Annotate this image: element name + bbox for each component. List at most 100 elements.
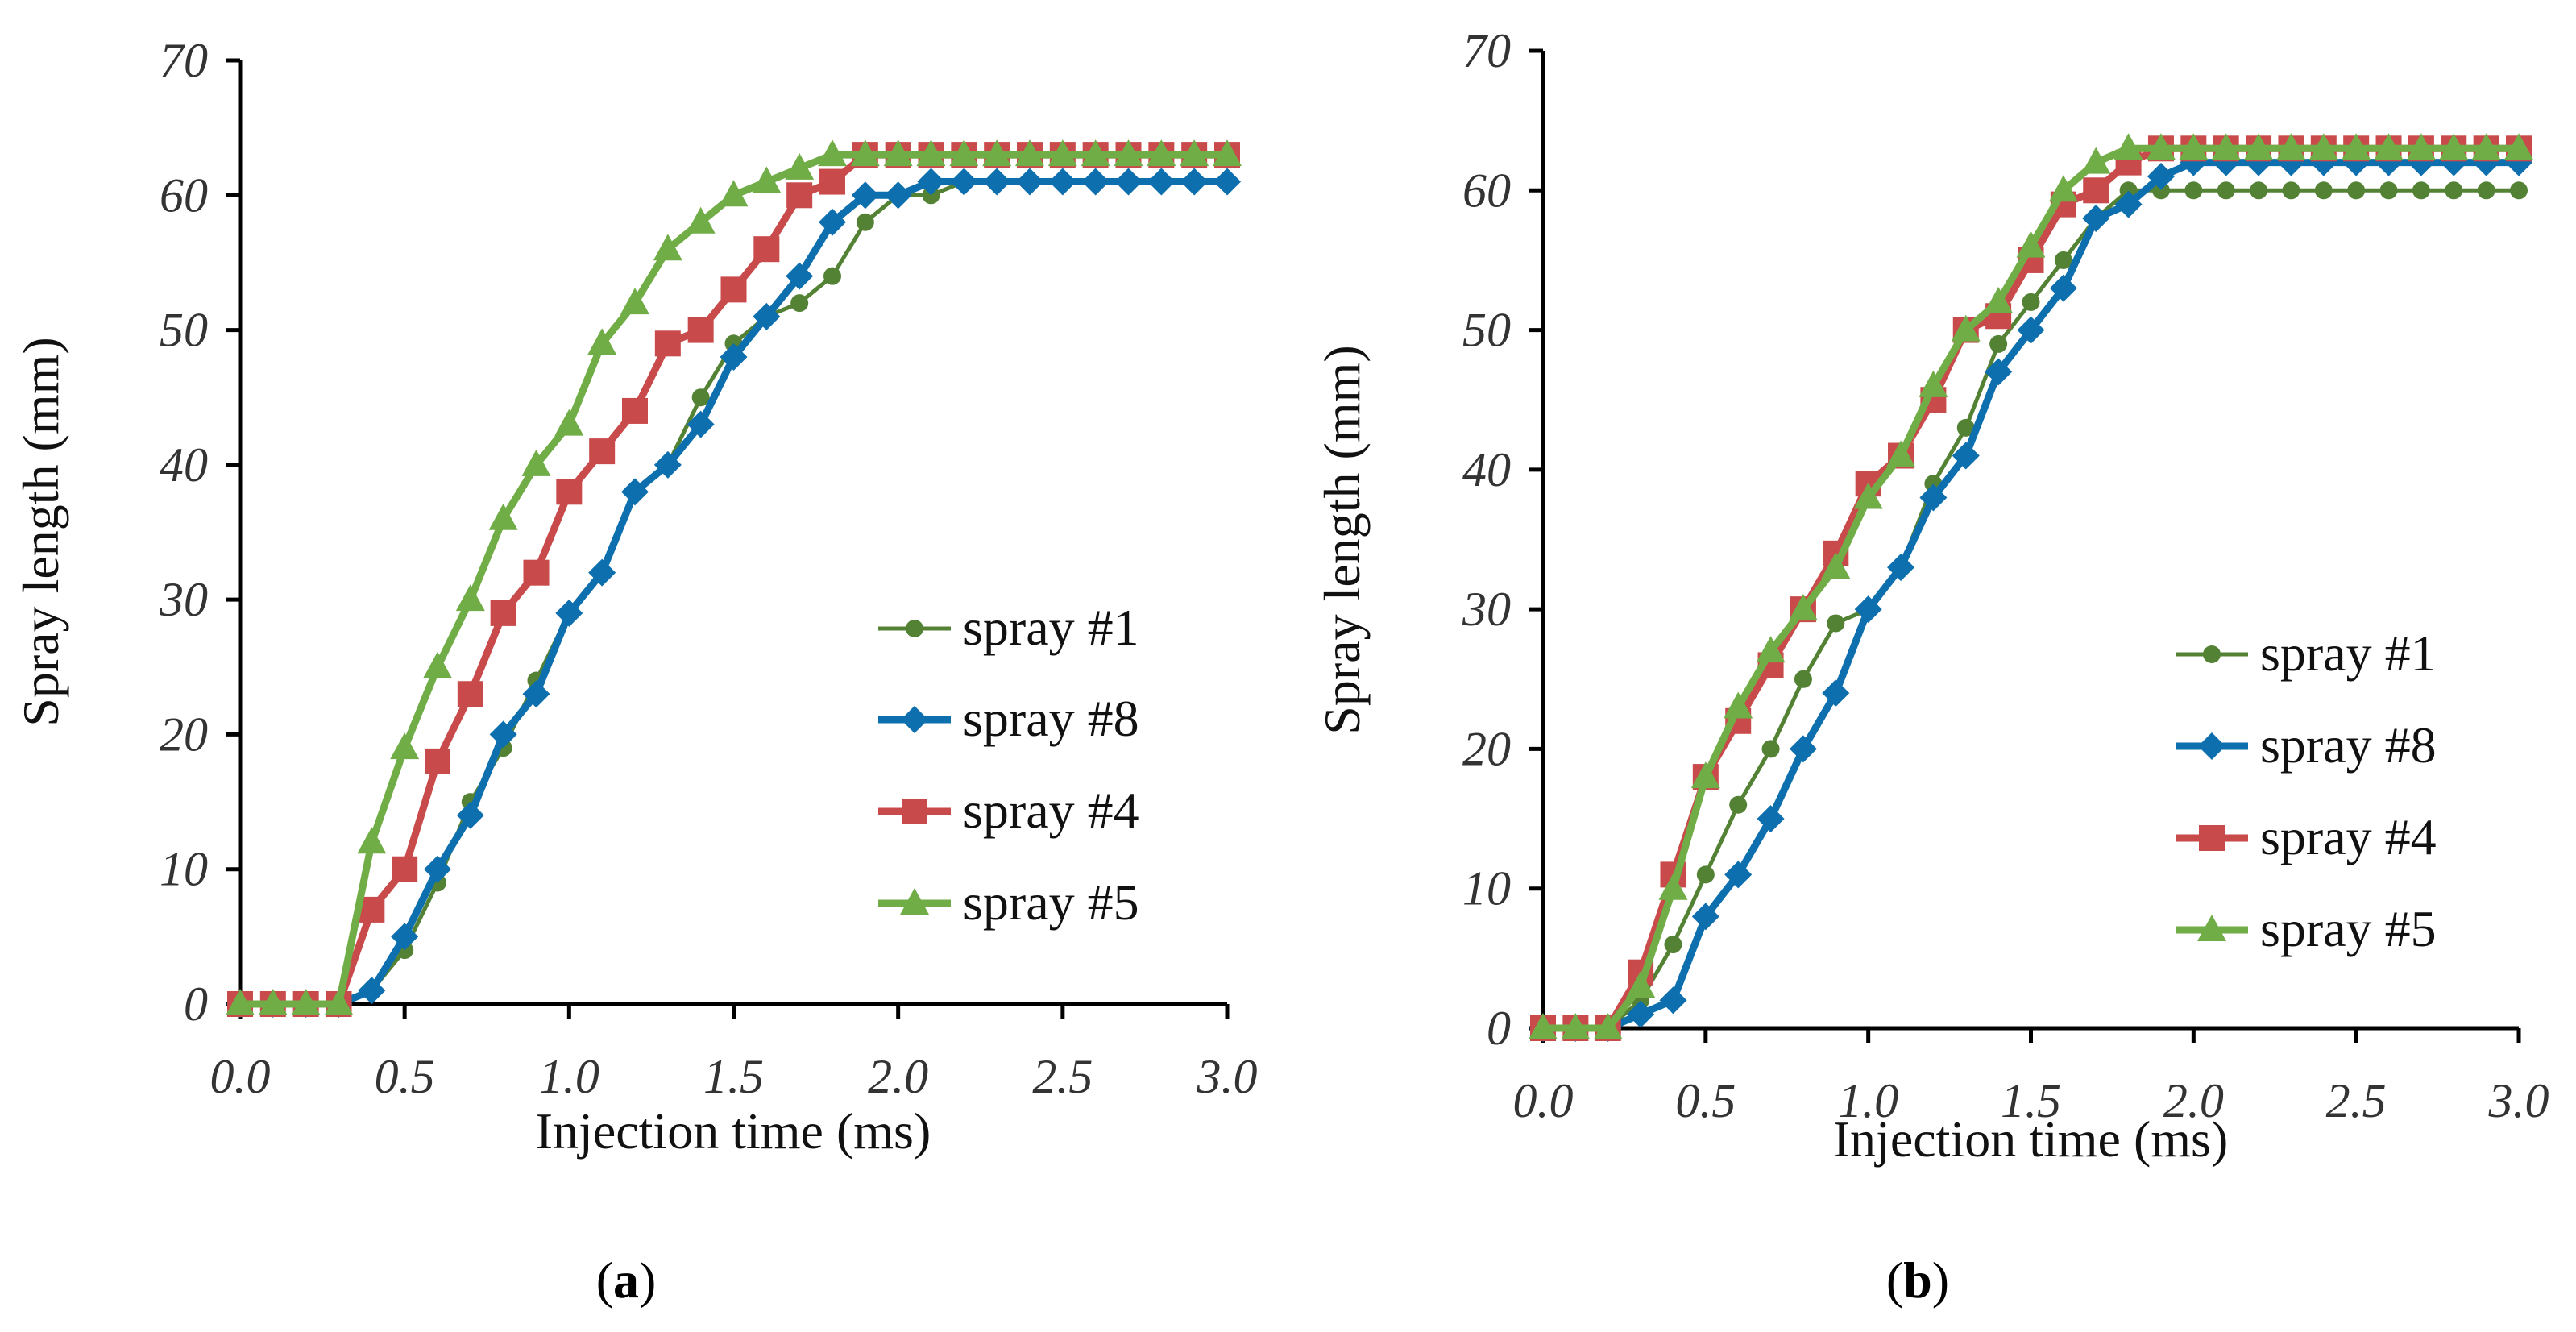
x-tick-label: 2.0: [2163, 1074, 2224, 1127]
data-point: [423, 651, 452, 678]
data-point: [455, 584, 485, 612]
legend-marker: [2199, 825, 2225, 851]
data-point: [488, 503, 518, 530]
data-point: [555, 599, 583, 627]
data-point: [2347, 181, 2366, 200]
y-tick-label: 0: [184, 977, 208, 1031]
x-tick-label: 0.0: [210, 1050, 271, 1103]
data-point: [1952, 442, 1980, 470]
data-point: [1887, 554, 1915, 582]
series-line: [1543, 144, 2519, 1032]
data-point: [1593, 1013, 1623, 1039]
data-point: [653, 234, 682, 261]
data-point: [2445, 181, 2463, 200]
x-tick-label: 3.0: [2488, 1074, 2549, 1127]
y-tick-label: 70: [160, 34, 208, 87]
data-point: [425, 748, 450, 774]
x-tick-label: 2.0: [868, 1050, 928, 1103]
panel-caption-b: (b): [1886, 1251, 1949, 1309]
data-point: [1757, 805, 1785, 833]
data-point: [457, 681, 483, 707]
legend-label: spray #8: [2260, 716, 2437, 774]
data-point: [818, 139, 847, 167]
x-tick-label: 0.5: [375, 1050, 435, 1103]
data-point: [982, 139, 1012, 167]
legend-label: spray #1: [2260, 625, 2437, 682]
legend-item: spray #5: [878, 873, 1139, 931]
chart-panel-a: (a) Injection time (ms) Spray length (mm…: [12, 34, 1258, 1309]
data-point: [620, 288, 649, 315]
legend-item: spray #5: [2176, 900, 2437, 957]
data-point: [1180, 168, 1209, 196]
series-spray-5: [1529, 133, 2533, 1039]
legend-item: spray #1: [878, 599, 1139, 656]
legend-label: spray #4: [963, 782, 1139, 839]
x-tick-label: 0.0: [1513, 1074, 1574, 1127]
data-point: [1690, 761, 1720, 789]
data-point: [2049, 274, 2077, 302]
data-point: [691, 388, 710, 407]
data-point: [1081, 139, 1110, 167]
data-point: [1664, 936, 1682, 954]
y-tick-label: 40: [1462, 443, 1511, 496]
data-point: [2477, 181, 2495, 200]
legend-marker: [2197, 915, 2226, 941]
data-point: [823, 267, 841, 285]
y-axis-title-b: Spray length (mm): [1313, 345, 1371, 734]
data-point: [1147, 139, 1176, 167]
series-line: [1543, 159, 2519, 1032]
data-point: [1561, 1013, 1591, 1039]
data-point: [790, 294, 809, 313]
data-point: [2147, 162, 2175, 190]
legend-label: spray #5: [2260, 900, 2437, 957]
legend-marker: [902, 799, 927, 824]
data-point: [2146, 133, 2176, 160]
data-point: [2082, 204, 2110, 232]
data-point: [1919, 370, 1948, 397]
data-point: [1047, 139, 1077, 167]
data-point: [1853, 482, 1883, 509]
series-spray-5: [226, 139, 1242, 1015]
legend-marker: [901, 706, 928, 733]
x-axis-title-b: Injection time (ms): [1833, 1110, 2229, 1168]
data-point: [2412, 181, 2430, 200]
data-point: [1756, 636, 1786, 663]
legend-label: spray #1: [963, 599, 1139, 656]
data-point: [856, 213, 874, 231]
data-point: [2504, 133, 2533, 160]
data-point: [258, 989, 288, 1015]
legend-marker: [2198, 732, 2225, 760]
data-point: [1761, 740, 1780, 758]
data-point: [950, 168, 978, 196]
panel-caption-a: (a): [596, 1251, 657, 1309]
x-tick-label: 0.5: [1675, 1074, 1736, 1127]
data-point: [1729, 795, 1748, 814]
data-point: [1821, 552, 1851, 579]
data-point: [1794, 670, 1812, 688]
data-point: [1016, 168, 1043, 196]
y-tick-label: 10: [1462, 862, 1511, 915]
data-point: [1827, 614, 1845, 633]
data-point: [2054, 251, 2072, 269]
legend-marker: [906, 620, 923, 637]
data-point: [523, 559, 550, 586]
x-axis-title-a: Injection time (ms): [536, 1102, 931, 1160]
y-tick-label: 0: [1487, 1002, 1511, 1055]
data-point: [720, 276, 747, 303]
data-point: [390, 732, 420, 760]
data-point: [949, 139, 979, 167]
data-point: [2217, 181, 2235, 200]
data-point: [2022, 293, 2040, 311]
data-point: [2016, 230, 2046, 258]
data-point: [1081, 168, 1110, 196]
y-tick-label: 30: [159, 573, 208, 626]
x-tick-label: 1.5: [703, 1050, 764, 1103]
data-point: [983, 168, 1011, 196]
data-point: [752, 166, 782, 193]
data-point: [2184, 181, 2203, 200]
data-point: [490, 600, 516, 626]
data-point: [1213, 168, 1241, 196]
y-tick-label: 50: [1462, 304, 1511, 357]
data-point: [522, 680, 550, 708]
data-point: [2379, 181, 2398, 200]
